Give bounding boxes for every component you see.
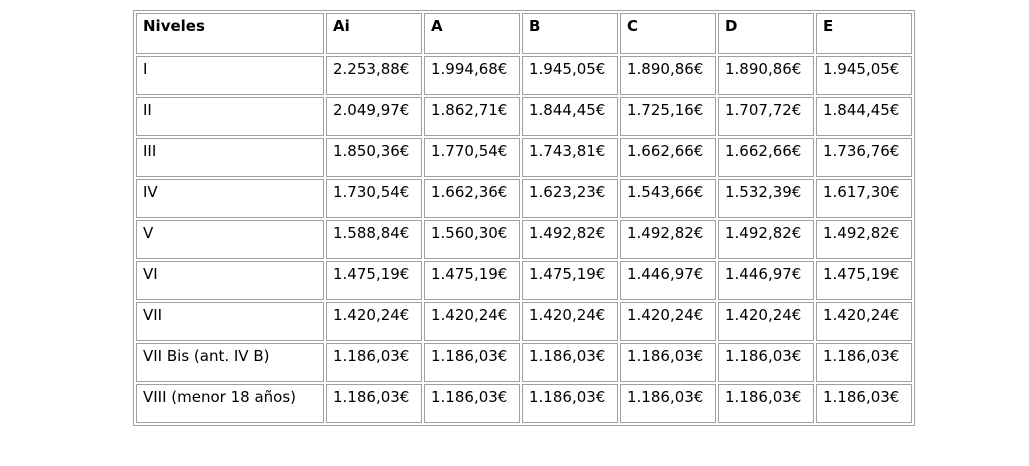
value-cell: 1.475,19€ bbox=[522, 261, 618, 300]
table-row: VII 1.420,24€ 1.420,24€ 1.420,24€ 1.420,24€ 1… bbox=[136, 302, 912, 341]
value-cell: 1.945,05€ bbox=[522, 56, 618, 95]
value-cell: 1.707,72€ bbox=[718, 97, 814, 136]
value-cell: 1.890,86€ bbox=[620, 56, 716, 95]
level-cell: IV bbox=[136, 179, 324, 218]
table-row: III 1.850,36€ 1.770,54€ 1.743,81€ 1.662,66€ 1… bbox=[136, 138, 912, 177]
value-cell: 1.844,45€ bbox=[816, 97, 912, 136]
table-row: VI 1.475,19€ 1.475,19€ 1.475,19€ 1.446,97€ 1.… bbox=[136, 261, 912, 300]
value-cell: 1.532,39€ bbox=[718, 179, 814, 218]
level-cell: VI bbox=[136, 261, 324, 300]
value-cell: 1.890,86€ bbox=[718, 56, 814, 95]
value-cell: 1.475,19€ bbox=[326, 261, 422, 300]
value-cell: 1.492,82€ bbox=[620, 220, 716, 259]
value-cell: 1.662,36€ bbox=[424, 179, 520, 218]
value-cell: 1.662,66€ bbox=[718, 138, 814, 177]
value-cell: 1.186,03€ bbox=[718, 384, 814, 423]
table-row: VIII (menor 18 años) 1.186,03€ 1.186,03€ 1.… bbox=[136, 384, 912, 423]
value-cell: 1.560,30€ bbox=[424, 220, 520, 259]
value-cell: 1.736,76€ bbox=[816, 138, 912, 177]
value-cell: 1.588,84€ bbox=[326, 220, 422, 259]
value-cell: 1.623,23€ bbox=[522, 179, 618, 218]
value-cell: 1.186,03€ bbox=[718, 343, 814, 382]
value-cell: 1.617,30€ bbox=[816, 179, 912, 218]
value-cell: 1.420,24€ bbox=[718, 302, 814, 341]
column-header-c: C bbox=[620, 13, 716, 54]
level-cell: VII Bis (ant. IV B) bbox=[136, 343, 324, 382]
column-header-niveles: Niveles bbox=[136, 13, 324, 54]
value-cell: 1.994,68€ bbox=[424, 56, 520, 95]
table-row: I 2.253,88€ 1.994,68€ 1.945,05€ 1.890,86€ 1.8… bbox=[136, 56, 912, 95]
column-header-e: E bbox=[816, 13, 912, 54]
table-row: IV 1.730,54€ 1.662,36€ 1.623,23€ 1.543,66€ 1.… bbox=[136, 179, 912, 218]
value-cell: 1.186,03€ bbox=[620, 343, 716, 382]
value-cell: 1.186,03€ bbox=[522, 343, 618, 382]
value-cell: 1.844,45€ bbox=[522, 97, 618, 136]
value-cell: 1.743,81€ bbox=[522, 138, 618, 177]
column-header-a: A bbox=[424, 13, 520, 54]
value-cell: 1.862,71€ bbox=[424, 97, 520, 136]
value-cell: 1.186,03€ bbox=[424, 384, 520, 423]
header-row: Niveles Ai A B C D E bbox=[136, 13, 912, 54]
value-cell: 1.186,03€ bbox=[522, 384, 618, 423]
value-cell: 1.770,54€ bbox=[424, 138, 520, 177]
value-cell: 1.186,03€ bbox=[816, 343, 912, 382]
table-row: VII Bis (ant. IV B) 1.186,03€ 1.186,03€ 1.1… bbox=[136, 343, 912, 382]
value-cell: 1.725,16€ bbox=[620, 97, 716, 136]
value-cell: 1.446,97€ bbox=[718, 261, 814, 300]
column-header-b: B bbox=[522, 13, 618, 54]
column-header-ai: Ai bbox=[326, 13, 422, 54]
value-cell: 1.730,54€ bbox=[326, 179, 422, 218]
value-cell: 1.475,19€ bbox=[424, 261, 520, 300]
value-cell: 2.253,88€ bbox=[326, 56, 422, 95]
salary-levels-table: Niveles Ai A B C D E I 2.253,88€ 1.994,68€ 1.945,… bbox=[133, 10, 915, 426]
value-cell: 1.420,24€ bbox=[326, 302, 422, 341]
value-cell: 1.420,24€ bbox=[620, 302, 716, 341]
table-row: V 1.588,84€ 1.560,30€ 1.492,82€ 1.492,82€ 1.4… bbox=[136, 220, 912, 259]
level-cell: VIII (menor 18 años) bbox=[136, 384, 324, 423]
salary-table-container: Niveles Ai A B C D E I 2.253,88€ 1.994,68€ 1.945,… bbox=[133, 10, 915, 426]
value-cell: 1.186,03€ bbox=[326, 343, 422, 382]
value-cell: 2.049,97€ bbox=[326, 97, 422, 136]
level-cell: VII bbox=[136, 302, 324, 341]
value-cell: 1.475,19€ bbox=[816, 261, 912, 300]
value-cell: 1.186,03€ bbox=[326, 384, 422, 423]
value-cell: 1.492,82€ bbox=[816, 220, 912, 259]
value-cell: 1.492,82€ bbox=[718, 220, 814, 259]
value-cell: 1.492,82€ bbox=[522, 220, 618, 259]
value-cell: 1.543,66€ bbox=[620, 179, 716, 218]
value-cell: 1.420,24€ bbox=[816, 302, 912, 341]
value-cell: 1.662,66€ bbox=[620, 138, 716, 177]
level-cell: V bbox=[136, 220, 324, 259]
value-cell: 1.186,03€ bbox=[620, 384, 716, 423]
level-cell: II bbox=[136, 97, 324, 136]
level-cell: III bbox=[136, 138, 324, 177]
value-cell: 1.420,24€ bbox=[424, 302, 520, 341]
value-cell: 1.186,03€ bbox=[816, 384, 912, 423]
value-cell: 1.186,03€ bbox=[424, 343, 520, 382]
value-cell: 1.420,24€ bbox=[522, 302, 618, 341]
table-body: I 2.253,88€ 1.994,68€ 1.945,05€ 1.890,86€ 1.8… bbox=[136, 56, 912, 423]
value-cell: 1.945,05€ bbox=[816, 56, 912, 95]
level-cell: I bbox=[136, 56, 324, 95]
column-header-d: D bbox=[718, 13, 814, 54]
table-row: II 2.049,97€ 1.862,71€ 1.844,45€ 1.725,16€ 1.… bbox=[136, 97, 912, 136]
value-cell: 1.446,97€ bbox=[620, 261, 716, 300]
value-cell: 1.850,36€ bbox=[326, 138, 422, 177]
